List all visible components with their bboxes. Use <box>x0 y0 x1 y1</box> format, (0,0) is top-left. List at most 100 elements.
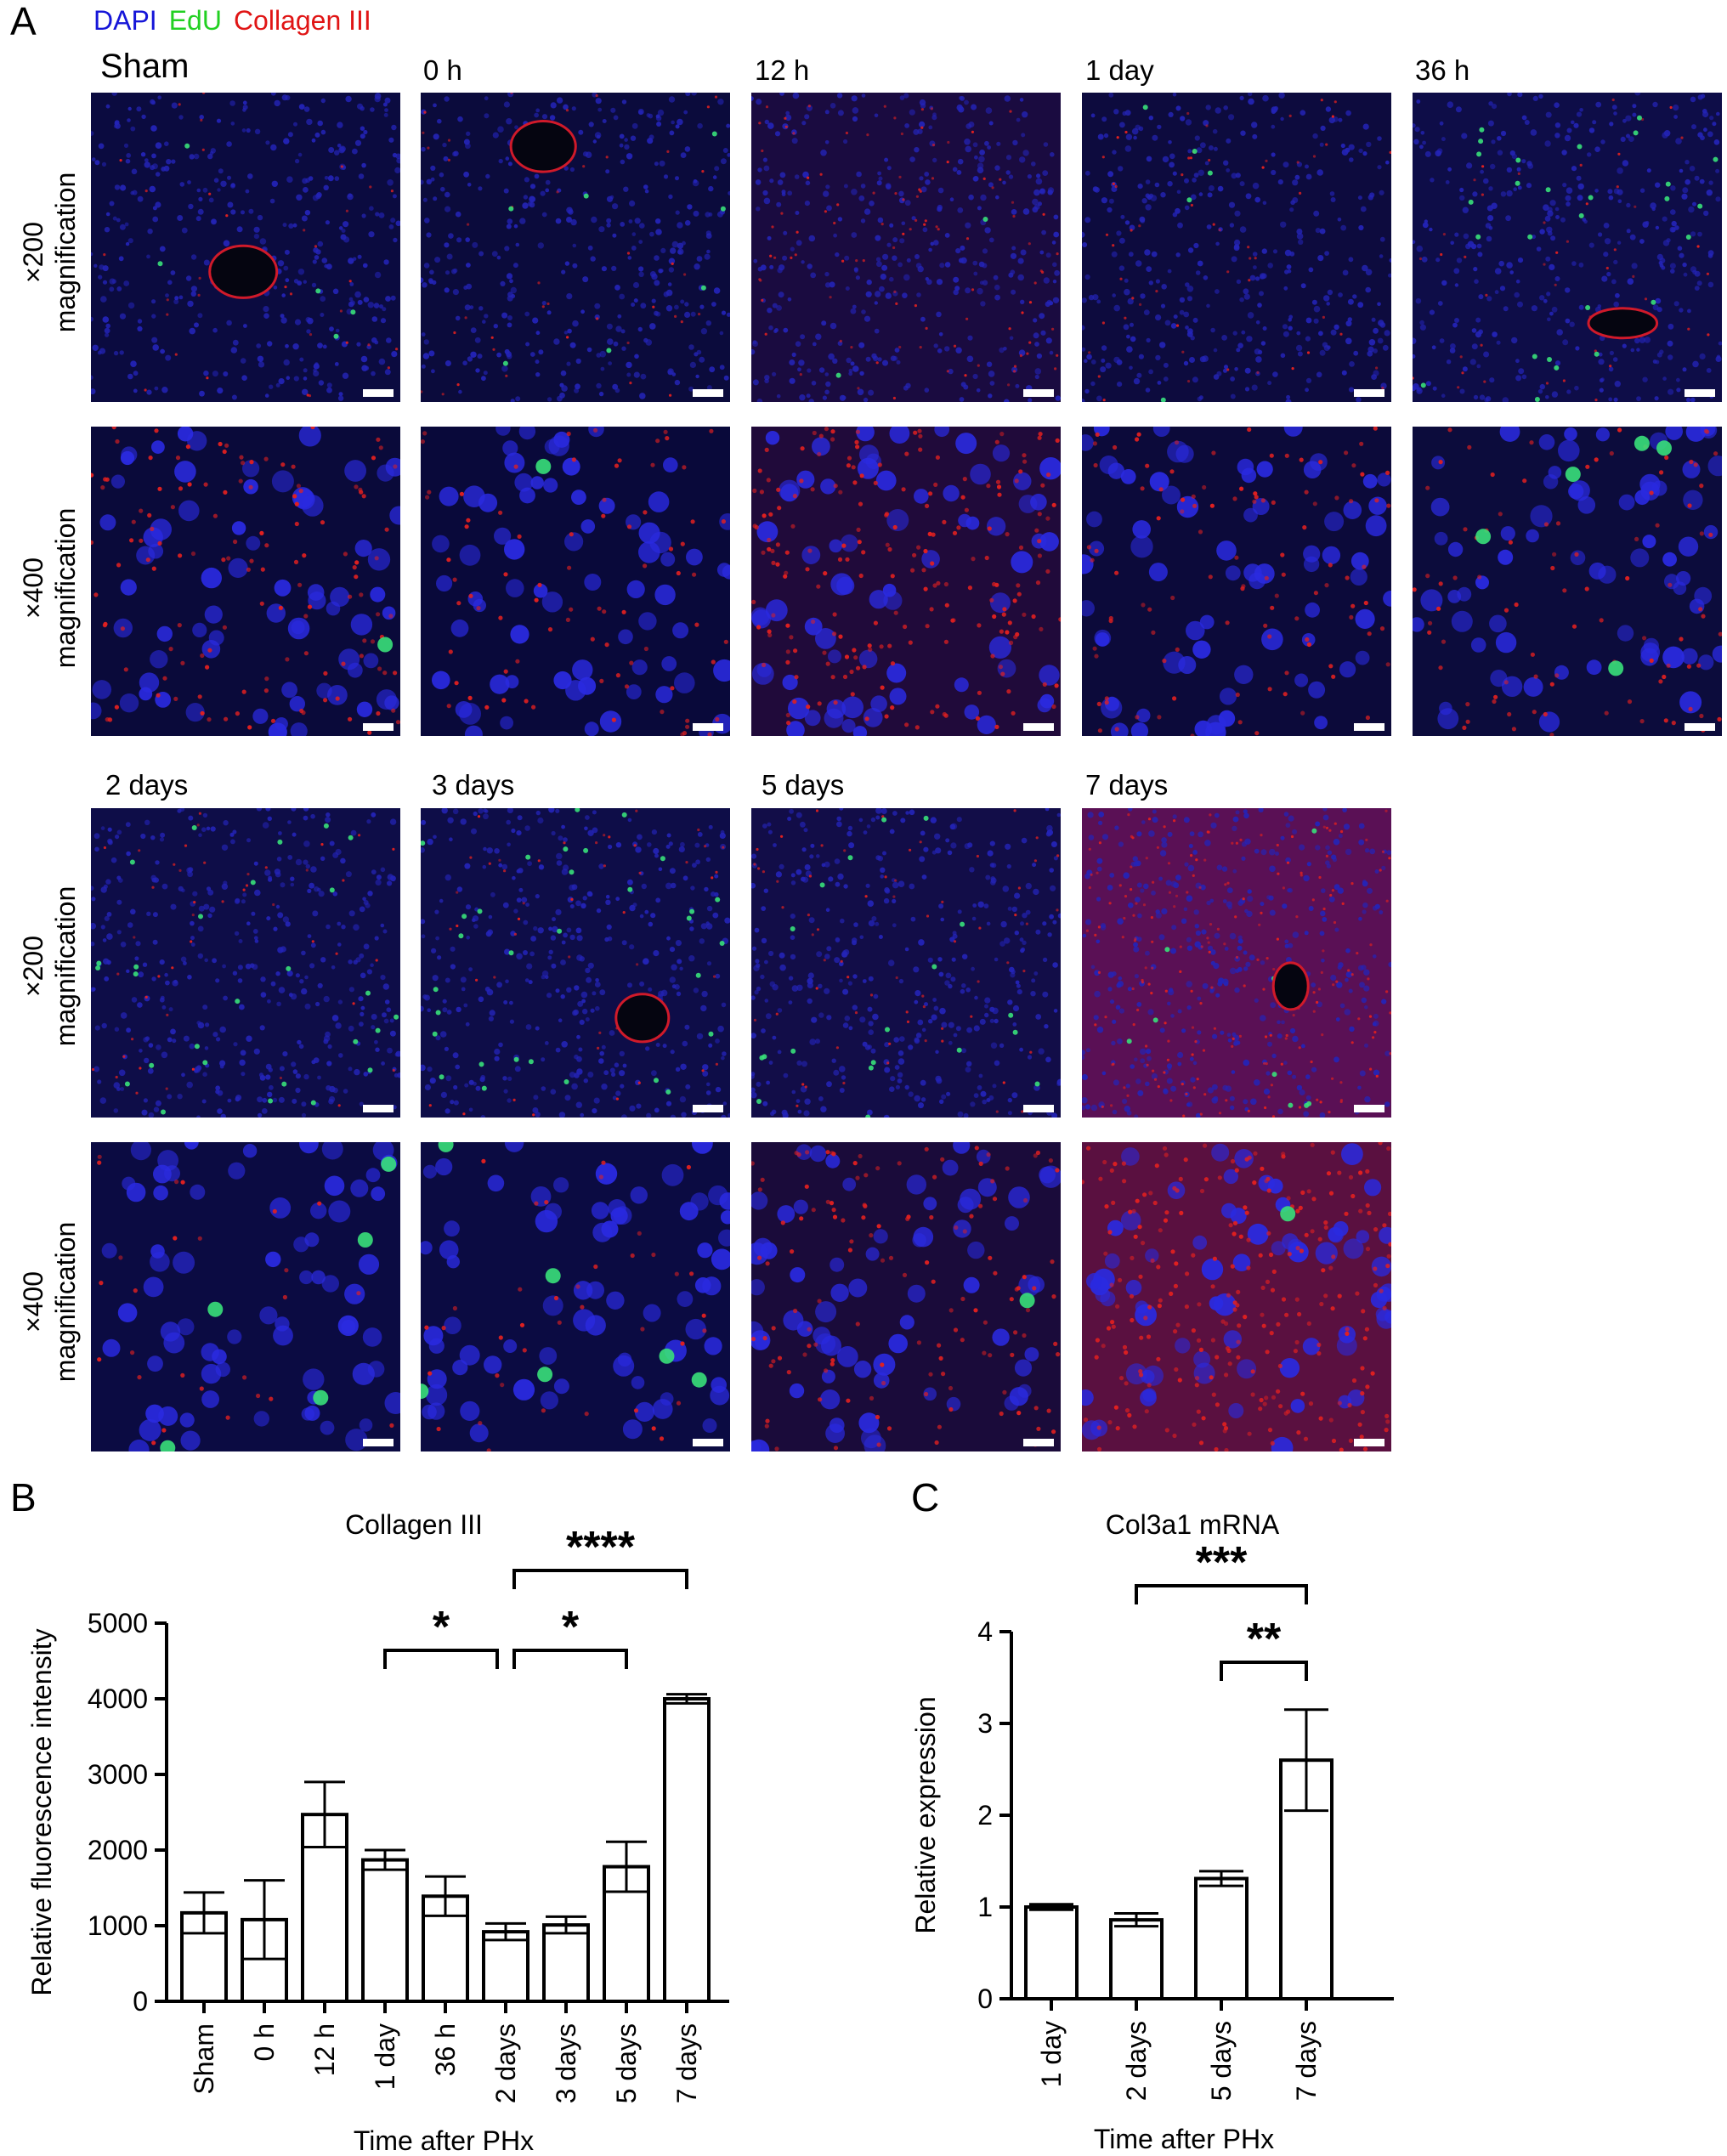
scale-bar <box>363 389 394 397</box>
y-axis-label: Relative expression <box>910 1696 941 1933</box>
bar-8 <box>663 1697 711 2003</box>
x-tick-label: 3 days <box>551 2023 581 2103</box>
micrograph-row2_x400-2 <box>751 1142 1061 1451</box>
micrograph-row1_x400-2 <box>751 427 1061 736</box>
row-label-x400-bottom: ×400 magnification <box>18 1221 81 1383</box>
col-label-36h: 36 h <box>1415 54 1470 86</box>
micrograph-row2_x200-0 <box>91 808 400 1118</box>
chart-collagen-iii: Collagen III 0 1000 2000 3000 4000 5000 Relativ… <box>26 1509 729 2156</box>
x-axis-label: Time after PHx <box>1094 2124 1274 2154</box>
micrograph-row2_x200-2 <box>751 808 1061 1118</box>
x-axis-label: Time after PHx <box>354 2125 534 2156</box>
x-tick-label: 0 h <box>249 2023 280 2061</box>
x-tick-label: 5 days <box>1206 2021 1237 2101</box>
scale-bar <box>1023 1439 1054 1446</box>
scale-bar <box>1685 389 1715 397</box>
y-tick-label: 0 <box>977 1983 993 2014</box>
x-tick-label: 12 h <box>309 2023 340 2076</box>
scale-bar <box>1023 723 1054 731</box>
significance-bracket-1 <box>1135 1584 1308 1604</box>
col-label-3days: 3 days <box>432 769 515 801</box>
chart-col3a1-mrna: Col3a1 mRNA 0 1 2 3 4 Relative expression 1 day… <box>910 1509 1394 2154</box>
micrograph-row1_x400-0 <box>91 427 400 736</box>
panel-letter-c: C <box>911 1475 940 1519</box>
micrograph-row2_x200-3 <box>1082 808 1391 1118</box>
panel-letter-a: A <box>10 0 37 43</box>
significance-bracket-2 <box>512 1569 688 1589</box>
bar-5 <box>482 1930 529 2003</box>
scale-bar <box>1685 723 1715 731</box>
x-tick-label: 7 days <box>1291 2021 1322 2101</box>
row-label-x200-top: ×200 magnification <box>18 172 81 333</box>
col-label-7days: 7 days <box>1085 769 1169 801</box>
legend-edu: EdU <box>168 5 222 36</box>
micrograph-row1_x400-1 <box>421 427 730 736</box>
x-tick-label: 7 days <box>671 2023 702 2103</box>
significance-label-2: **** <box>566 1523 636 1572</box>
legend-dapi: DAPI <box>93 5 157 36</box>
panel-letter-b: B <box>10 1475 37 1519</box>
micrograph-row2_x400-3 <box>1082 1142 1391 1451</box>
col-label-0h: 0 h <box>423 54 462 86</box>
micrograph-row1_x200-1 <box>421 93 730 402</box>
micrograph-row2_x200-1 <box>421 808 730 1118</box>
y-tick-label: 2000 <box>88 1835 148 1865</box>
chart-title: Collagen III <box>345 1509 483 1540</box>
scale-bar <box>693 389 723 397</box>
micrograph-row1_x400-3 <box>1082 427 1391 736</box>
significance-label-0: * <box>433 1603 450 1652</box>
y-tick-label: 1000 <box>88 1910 148 1941</box>
micrograph-row1_x200-4 <box>1413 93 1722 402</box>
scale-bar <box>693 1439 723 1446</box>
x-tick-label: 2 days <box>490 2023 521 2103</box>
y-tick-label: 3000 <box>88 1759 148 1790</box>
col-label-12h: 12 h <box>755 54 810 86</box>
y-tick-label: 2 <box>977 1800 993 1831</box>
significance-label-1: *** <box>1196 1538 1248 1587</box>
bar-0 <box>1024 1905 1079 2000</box>
significance-label-1: * <box>562 1603 580 1652</box>
scale-bar <box>363 1105 394 1112</box>
scale-bar <box>1354 1439 1384 1446</box>
significance-bracket-0 <box>1220 1661 1308 1681</box>
chart-title: Col3a1 mRNA <box>1106 1509 1280 1540</box>
scale-bar <box>1354 389 1384 397</box>
bar-6 <box>542 1923 590 2003</box>
scale-bar <box>363 1439 394 1446</box>
significance-label-0: ** <box>1247 1615 1282 1664</box>
x-tick-label: 1 day <box>1036 2021 1067 2087</box>
bar-1 <box>1109 1918 1164 2000</box>
micrograph-row1_x200-0 <box>91 93 400 402</box>
col-label-2days: 2 days <box>105 769 189 801</box>
x-tick-label: 2 days <box>1121 2021 1152 2101</box>
col-label-1day: 1 day <box>1085 54 1154 86</box>
scale-bar <box>693 723 723 731</box>
x-tick-label: Sham <box>189 2023 219 2095</box>
scale-bar <box>693 1105 723 1112</box>
micrograph-row2_x400-0 <box>91 1142 400 1451</box>
col-label-sham: Sham <box>100 48 190 85</box>
col-label-5days: 5 days <box>762 769 845 801</box>
micrograph-row1_x200-3 <box>1082 93 1391 402</box>
micrograph-row1_x400-4 <box>1413 427 1722 736</box>
row-label-x400-top: ×400 magnification <box>18 507 81 669</box>
y-tick-label: 4 <box>977 1616 993 1647</box>
significance-bracket-1 <box>512 1649 628 1669</box>
legend-collagen: Collagen III <box>233 5 371 36</box>
x-tick-label: 36 h <box>430 2023 461 2076</box>
bar-2 <box>1194 1876 1249 2000</box>
scale-bar <box>1354 723 1384 731</box>
micrograph-row1_x200-2 <box>751 93 1061 402</box>
channel-legend: DAPI EdU Collagen III <box>93 5 383 37</box>
scale-bar <box>363 723 394 731</box>
y-tick-label: 1 <box>977 1892 993 1922</box>
y-tick-label: 4000 <box>88 1683 148 1714</box>
bar-3 <box>361 1858 409 2003</box>
y-tick-label: 3 <box>977 1708 993 1739</box>
scale-bar <box>1354 1105 1384 1112</box>
scale-bar <box>1023 389 1054 397</box>
y-tick-label: 5000 <box>88 1608 148 1638</box>
significance-bracket-0 <box>383 1649 499 1669</box>
row-label-x200-bottom: ×200 magnification <box>18 886 81 1047</box>
x-tick-label: 1 day <box>370 2023 400 2090</box>
